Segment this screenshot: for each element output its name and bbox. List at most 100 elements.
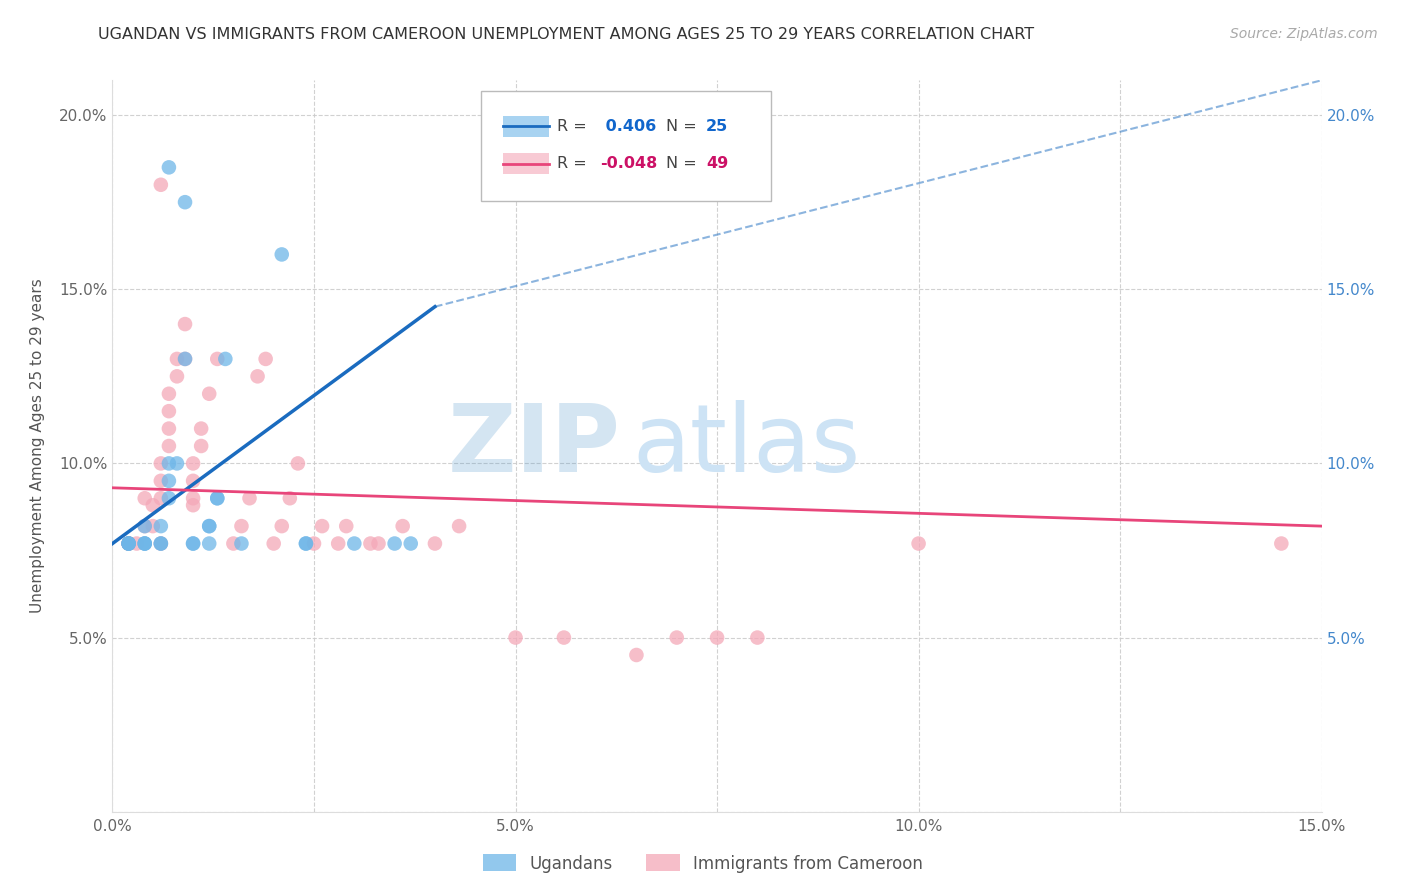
Point	[222, 536, 245, 550]
Text: 49: 49	[706, 156, 728, 171]
Point	[449, 519, 471, 533]
Point	[149, 519, 172, 533]
Point	[157, 474, 180, 488]
Point	[149, 536, 172, 550]
Point	[391, 519, 413, 533]
Point	[270, 519, 292, 533]
Point	[125, 536, 148, 550]
Point	[367, 536, 389, 550]
Point	[198, 519, 221, 533]
Text: N =: N =	[666, 156, 702, 171]
Point	[134, 536, 156, 550]
Point	[207, 491, 229, 506]
Point	[359, 536, 381, 550]
Point	[149, 536, 172, 550]
Point	[1270, 536, 1292, 550]
Point	[553, 631, 575, 645]
Point	[181, 474, 204, 488]
Text: N =: N =	[666, 119, 702, 134]
Point	[149, 491, 172, 506]
Point	[149, 457, 172, 471]
Point	[134, 519, 156, 533]
Point	[157, 161, 180, 175]
Point	[181, 491, 204, 506]
Y-axis label: Unemployment Among Ages 25 to 29 years: Unemployment Among Ages 25 to 29 years	[31, 278, 45, 614]
Point	[149, 536, 172, 550]
Point	[174, 351, 197, 366]
Point	[343, 536, 366, 550]
Text: UGANDAN VS IMMIGRANTS FROM CAMEROON UNEMPLOYMENT AMONG AGES 25 TO 29 YEARS CORRE: UGANDAN VS IMMIGRANTS FROM CAMEROON UNEM…	[98, 27, 1035, 42]
Point	[149, 474, 172, 488]
Point	[246, 369, 269, 384]
Point	[263, 536, 285, 550]
Point	[134, 536, 156, 550]
Text: R =: R =	[557, 156, 592, 171]
Point	[207, 351, 229, 366]
Point	[117, 536, 139, 550]
Point	[328, 536, 350, 550]
Text: 25: 25	[706, 119, 728, 134]
Point	[134, 491, 156, 506]
Point	[198, 519, 221, 533]
Text: R =: R =	[557, 119, 592, 134]
Point	[157, 386, 180, 401]
Point	[238, 491, 260, 506]
Point	[311, 519, 333, 533]
Point	[157, 439, 180, 453]
Point	[399, 536, 422, 550]
Text: ZIP: ZIP	[447, 400, 620, 492]
Point	[157, 491, 180, 506]
Point	[174, 195, 197, 210]
Point	[117, 536, 139, 550]
Point	[181, 536, 204, 550]
FancyBboxPatch shape	[503, 116, 548, 136]
Point	[166, 351, 188, 366]
Point	[254, 351, 277, 366]
Point	[626, 648, 648, 662]
Point	[117, 536, 139, 550]
Point	[207, 491, 229, 506]
Point	[174, 317, 197, 331]
Point	[142, 519, 165, 533]
Point	[117, 536, 139, 550]
Point	[423, 536, 446, 550]
Point	[231, 519, 253, 533]
Legend: Ugandans, Immigrants from Cameroon: Ugandans, Immigrants from Cameroon	[477, 847, 929, 880]
Point	[270, 247, 292, 261]
Point	[166, 457, 188, 471]
Point	[117, 536, 139, 550]
Point	[302, 536, 325, 550]
Point	[505, 631, 527, 645]
Point	[134, 536, 156, 550]
Point	[181, 536, 204, 550]
Point	[907, 536, 929, 550]
Text: -0.048: -0.048	[600, 156, 657, 171]
Point	[295, 536, 318, 550]
Point	[166, 369, 188, 384]
Point	[117, 536, 139, 550]
Point	[665, 631, 688, 645]
Point	[181, 457, 204, 471]
Point	[190, 439, 212, 453]
Point	[142, 498, 165, 512]
Point	[706, 631, 728, 645]
Point	[198, 536, 221, 550]
FancyBboxPatch shape	[481, 91, 772, 201]
Point	[190, 421, 212, 435]
Point	[134, 519, 156, 533]
Point	[181, 498, 204, 512]
Point	[287, 457, 309, 471]
Text: atlas: atlas	[633, 400, 860, 492]
Point	[384, 536, 406, 550]
Point	[117, 536, 139, 550]
Point	[231, 536, 253, 550]
Point	[335, 519, 357, 533]
Text: 0.406: 0.406	[600, 119, 657, 134]
Point	[174, 351, 197, 366]
Text: Source: ZipAtlas.com: Source: ZipAtlas.com	[1230, 27, 1378, 41]
Point	[198, 386, 221, 401]
Point	[295, 536, 318, 550]
Point	[278, 491, 301, 506]
Point	[157, 421, 180, 435]
Point	[157, 457, 180, 471]
